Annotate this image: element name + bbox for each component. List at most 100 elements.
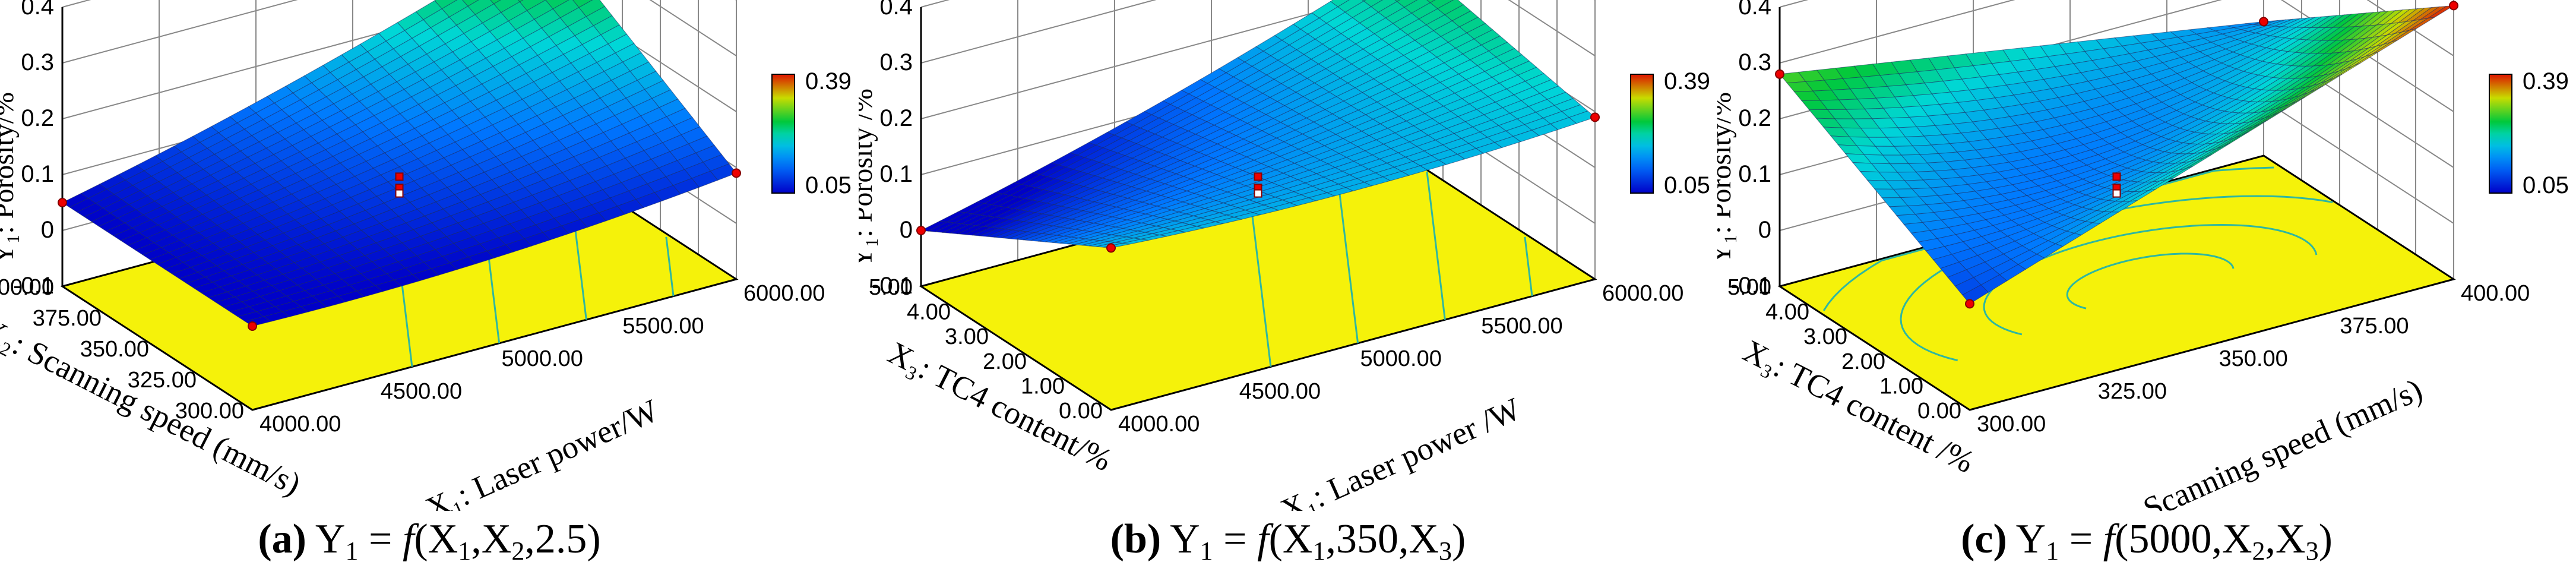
panel-a: 0.4 0.3 0.2 0.1 0 -0.1 Y₁: Porosity/% 300.00 325…	[0, 0, 859, 581]
colorbar-min-label: 0.05	[805, 172, 852, 198]
colorbar-max-label: 0.39	[1664, 68, 1710, 94]
y-tick-label: 300.00	[175, 399, 244, 424]
surface-plot-c: 0.4 0.3 0.2 0.1 0 -0.1 Y₁: Porosity/% 0.001.002…	[1717, 0, 2569, 511]
contour-line	[1249, 197, 1272, 367]
design-point	[916, 226, 926, 235]
z-tick-label: 0.2	[21, 105, 54, 131]
caption-b: (b) Y1 = f(X1,350,X3)	[1110, 516, 1466, 566]
y-ticks-b: 0.001.002.003.004.005.00	[869, 275, 1103, 424]
z-tick-label: 0.4	[21, 0, 54, 20]
design-point	[58, 198, 67, 207]
z-tick-label: 0	[41, 217, 54, 243]
z-gridline	[62, 0, 737, 64]
x-tick-label: 350.00	[2219, 346, 2288, 371]
contour-line	[1524, 236, 1533, 296]
x-tick-label: 5500.00	[622, 314, 704, 339]
surface-plot-b: 0.4 0.3 0.2 0.1 0 -0.1 Y₁: Porosity /% 0.001.00…	[859, 0, 1710, 511]
contour-line	[1426, 171, 1446, 320]
surface-cell	[1961, 284, 1989, 305]
x-tick-label: 375.00	[2340, 314, 2409, 339]
y-tick-label: 2.00	[1841, 349, 1885, 374]
response-surface-c	[1779, 5, 2454, 305]
x-tick-label: 6000.00	[743, 281, 825, 306]
z-tick-label: 0.3	[1738, 49, 1771, 75]
z-tick-label: 0.1	[879, 161, 913, 187]
z-tick-label: 0.4	[1738, 0, 1771, 20]
x-tick-label: 4000.00	[1118, 412, 1200, 437]
design-point	[1775, 69, 1784, 79]
x-axis-label: X₁: Laser power /W	[1276, 391, 1526, 511]
z-tick-label: 0.3	[21, 49, 54, 75]
surface-cell	[1426, 0, 1436, 4]
design-point	[2449, 1, 2458, 11]
y-tick-label: 2.00	[983, 349, 1027, 374]
z-tick-label: 0.2	[879, 105, 913, 131]
x-tick-label: 325.00	[2098, 379, 2167, 404]
contour-line	[1336, 173, 1359, 343]
x-axis-label: X₁: Laser power/W	[420, 393, 663, 511]
z-gridline	[62, 0, 736, 8]
z-gridline	[920, 0, 1595, 8]
design-points-a	[58, 168, 741, 331]
response-surface-a	[61, 0, 737, 327]
y-tick-label: 400.00	[0, 275, 54, 300]
x-ticks-a: 4000.00 4500.00 5000.00 5500.00 6000.00	[260, 281, 825, 437]
design-point	[732, 168, 741, 178]
design-point	[1965, 299, 1974, 309]
z-ticks-a: 0.4 0.3 0.2 0.1 0 -0.1	[13, 0, 54, 299]
caption-label: (c)	[1961, 516, 2007, 562]
y-tick-label: 325.00	[128, 368, 197, 393]
x-ticks-c: 300.00 325.00 350.00 375.00 400.00	[1977, 281, 2530, 437]
center-point	[1254, 189, 1262, 198]
x-tick-label: 400.00	[2461, 281, 2530, 306]
design-points-b	[916, 112, 1600, 253]
x-tick-label: 300.00	[1977, 412, 2046, 437]
z-gridline	[62, 0, 737, 119]
caption-label: (a)	[258, 516, 306, 562]
y-tick-label: 350.00	[80, 337, 149, 362]
center-point	[395, 172, 404, 181]
z-ticks-c: 0.4 0.3 0.2 0.1 0 -0.1	[1730, 0, 1771, 299]
y-tick-label: 1.00	[1021, 374, 1065, 399]
x-tick-label: 4500.00	[1239, 379, 1321, 404]
colorbar-c	[2489, 74, 2512, 194]
y-tick-label: 5.00	[1727, 275, 1771, 300]
x-tick-label: 4500.00	[381, 379, 462, 404]
z-tick-label: 0.4	[879, 0, 913, 20]
z-tick-label: 0.2	[1738, 105, 1771, 131]
colorbar-a	[771, 74, 795, 194]
caption-c: (c) Y1 = f(5000,X2,X3)	[1961, 516, 2333, 566]
colorbar-min-label: 0.05	[2523, 172, 2569, 198]
colorbar-max-label: 0.39	[2523, 68, 2569, 94]
z-tick-label: 0	[900, 217, 913, 243]
colorbar-max-label: 0.39	[805, 68, 852, 94]
z-tick-label: 0.1	[21, 161, 54, 187]
x-tick-label: 6000.00	[1602, 281, 1683, 306]
center-point	[395, 189, 404, 198]
z-axis-label: Y₁: Porosity/%	[1717, 92, 1737, 264]
surface-plot-a: 0.4 0.3 0.2 0.1 0 -0.1 Y₁: Porosity/% 300.00 325…	[0, 0, 852, 511]
z-tick-label: -0.1	[13, 273, 54, 299]
y-ticks-c: 0.001.002.003.004.005.00	[1727, 275, 1961, 424]
z-axis-label: Y₁: Porosity/%	[0, 92, 20, 264]
caption-label: (b)	[1110, 516, 1162, 562]
y-tick-label: 3.00	[1803, 324, 1847, 349]
z-tick-label: -0.1	[1730, 273, 1771, 299]
contour-line	[2066, 252, 2235, 310]
y-ticks-a: 300.00 325.00 350.00 375.00 400.00	[0, 275, 244, 424]
y-tick-label: 1.00	[1879, 374, 1923, 399]
contour-floor-c	[1777, 154, 2456, 411]
y-tick-label: 0.00	[1917, 399, 1961, 424]
y-tick-label: 5.00	[869, 275, 913, 300]
colorbar-b	[1630, 74, 1654, 194]
floor-contours-b	[1249, 171, 1533, 367]
z-tick-label: 0.1	[1738, 161, 1771, 187]
x-tick-label: 5000.00	[502, 346, 583, 371]
z-tick-label: 0.3	[879, 49, 913, 75]
design-points-c	[1775, 1, 2458, 309]
design-point	[248, 321, 257, 331]
z-gridline	[920, 0, 1596, 64]
x-tick-label: 5000.00	[1360, 346, 1442, 371]
z-tick-label: 0	[1758, 217, 1771, 243]
response-surface-b	[920, 0, 1596, 248]
